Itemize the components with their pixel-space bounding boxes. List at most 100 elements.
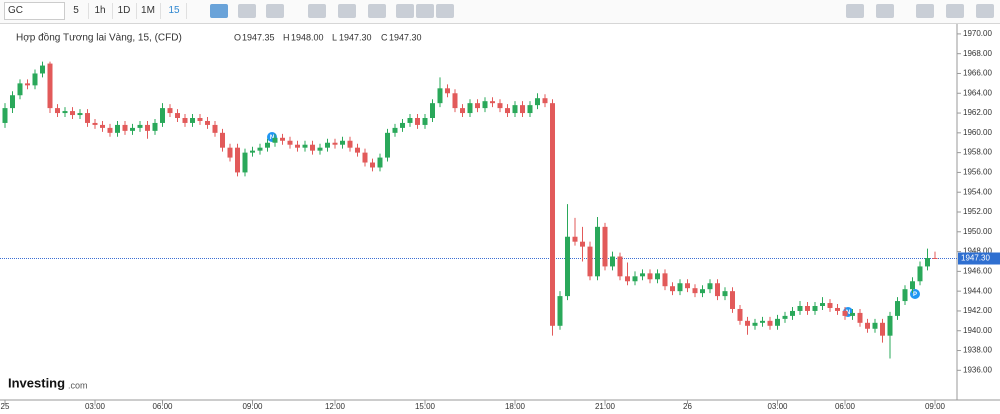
cloud-icon[interactable] [916, 4, 934, 18]
candle [415, 114, 420, 129]
studies-icon[interactable] [338, 4, 356, 18]
candle [85, 109, 90, 127]
candle-body [145, 124, 150, 131]
candle [437, 77, 443, 108]
candle [857, 308, 863, 327]
candle-body [385, 132, 390, 158]
candle-body [392, 127, 398, 133]
candle [220, 128, 225, 152]
x-tick-label: 25 [1, 402, 10, 411]
candle [542, 94, 548, 108]
candle-body [437, 88, 443, 104]
candle-body [377, 157, 383, 168]
candle [745, 316, 750, 335]
line-icon[interactable] [238, 4, 256, 18]
candle [572, 217, 578, 246]
candle-body [715, 283, 720, 297]
candle [302, 140, 308, 152]
candle-body [707, 283, 713, 290]
interval[interactable]: 1D [112, 3, 137, 19]
undo-icon[interactable] [396, 4, 414, 18]
ohlc-label: L [332, 32, 337, 42]
redo-icon[interactable] [416, 4, 434, 18]
candle [212, 120, 218, 137]
last-price-label: 1947.30 [961, 254, 990, 263]
y-tick-label: 1946.00 [963, 266, 992, 275]
candle-body [662, 273, 668, 287]
candle-body [265, 142, 270, 148]
candle-body [47, 63, 53, 109]
candle [280, 133, 285, 145]
candle [692, 284, 698, 298]
indicator-icon[interactable] [266, 4, 284, 18]
candle-body [550, 103, 555, 326]
candle-body [325, 142, 330, 148]
x-tick-label: 12:00 [325, 402, 346, 411]
y-tick-label: 1968.00 [963, 49, 992, 58]
symbol-box[interactable]: GC [4, 2, 65, 20]
interval[interactable]: 1M [136, 3, 161, 19]
candle [70, 107, 75, 119]
x-tick-label: 18:00 [505, 402, 526, 411]
camera-icon[interactable] [846, 4, 864, 18]
candle-body [820, 303, 825, 306]
candle [647, 269, 653, 284]
alert-icon[interactable] [436, 4, 454, 18]
candle [482, 97, 488, 113]
x-tick-label: 09:00 [242, 402, 263, 411]
candle [115, 120, 120, 137]
candle [625, 262, 630, 286]
candle-body [212, 124, 218, 133]
ohlc-value: 1947.35 [242, 32, 275, 42]
candle-body [40, 65, 45, 74]
compare-icon[interactable] [368, 4, 386, 18]
candle-body [775, 318, 780, 326]
y-tick-label: 1952.00 [963, 207, 992, 216]
candle-icon[interactable] [210, 4, 228, 18]
candle-body [400, 122, 405, 128]
candle-body [602, 226, 608, 267]
candle [100, 120, 105, 132]
candle-body [850, 312, 855, 316]
x-tick-label: 06:00 [835, 402, 856, 411]
event-marker[interactable]: P [910, 289, 920, 299]
candle-body [520, 105, 525, 114]
candle-body [175, 113, 180, 118]
candle-body [317, 147, 323, 151]
fullscreen-icon[interactable] [976, 4, 994, 18]
candle [782, 311, 788, 323]
candle-body [632, 276, 638, 282]
candle-body [730, 291, 735, 309]
interval[interactable]: 1h [88, 3, 113, 19]
candle [392, 123, 398, 137]
candle [722, 287, 728, 301]
candle [182, 114, 188, 127]
candle-body [415, 118, 420, 125]
candle [400, 118, 405, 132]
candle-body [580, 241, 585, 247]
cloud-save-icon[interactable] [946, 4, 964, 18]
candle [422, 114, 428, 129]
candle-body [917, 266, 923, 282]
x-tick-label: 03:00 [767, 402, 788, 411]
interval[interactable]: 5 [64, 3, 89, 19]
candle-body [445, 88, 450, 94]
candle [257, 143, 263, 155]
theme-icon[interactable] [876, 4, 894, 18]
logo-suffix: .com [68, 380, 88, 390]
candle [355, 143, 360, 157]
candle [145, 120, 150, 139]
candle-body [932, 258, 938, 260]
candle-body [280, 137, 285, 141]
candle [850, 308, 855, 320]
interval-active[interactable]: 15 [162, 3, 187, 19]
candle [227, 143, 233, 162]
candle-body [925, 258, 930, 267]
settings-icon[interactable] [308, 4, 326, 18]
candle [842, 306, 848, 320]
candle-body [467, 103, 473, 114]
event-label: P [913, 292, 917, 298]
candle [730, 287, 735, 313]
candle [655, 269, 660, 284]
